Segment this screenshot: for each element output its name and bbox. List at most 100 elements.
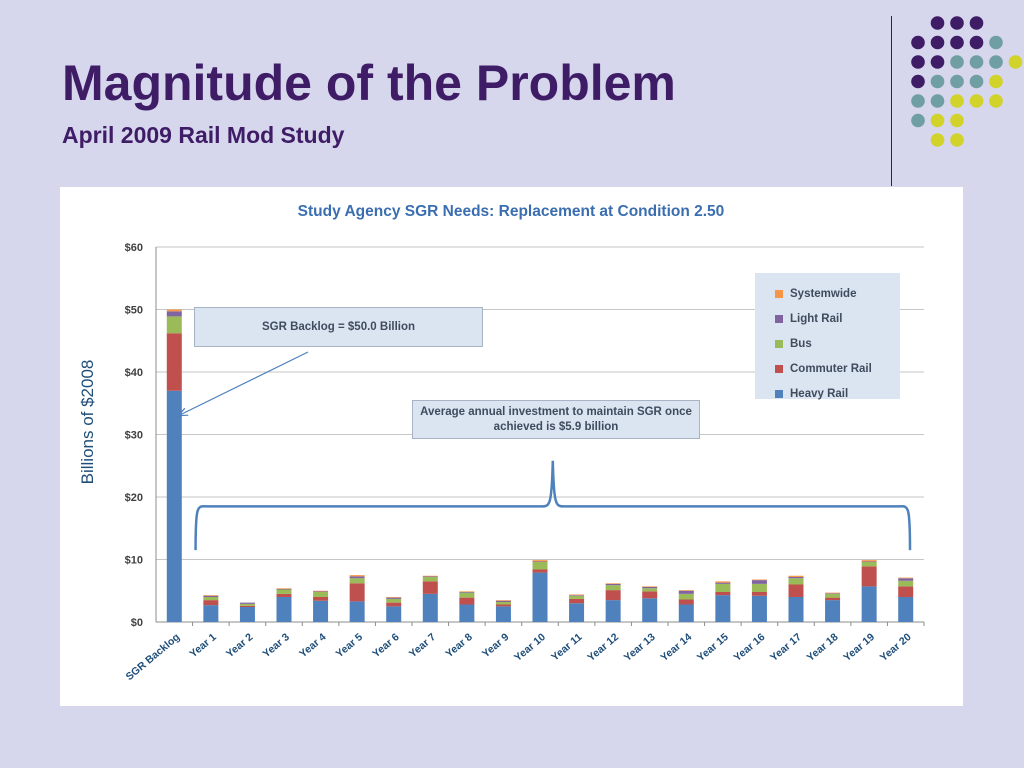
bar-segment [313,597,329,601]
bar-segment [861,562,877,567]
bar-segment [678,590,694,591]
decorative-dot [930,74,945,89]
bar-segment [751,579,767,581]
bar-segment [313,592,329,597]
bar-segment [605,583,621,584]
bar-segment [495,600,511,601]
bar-segment [898,580,914,587]
legend-swatch [775,339,783,348]
annual-range-brace [194,460,912,551]
decorative-dot [911,35,925,50]
bar-segment [459,591,475,592]
bar-segment [678,593,694,600]
bar-segment [898,586,914,597]
bar-segment [898,597,914,622]
bar-segment [166,390,182,622]
legend-item-light-rail: Light Rail [775,306,900,331]
bar-segment [825,600,841,622]
bar-segment [825,597,841,601]
decorative-dot [1008,55,1023,69]
bar-segment [898,577,914,579]
bar-segment [678,590,694,594]
y-tick-label: $40 [125,367,143,379]
bar-segment [276,589,292,594]
bar-segment [788,577,804,579]
bar-segment [495,602,511,605]
bar-segment [825,593,841,598]
decorative-dot [911,74,925,89]
bar-segment [532,569,548,573]
bar-segment [166,316,182,334]
decorative-dot [989,94,1003,108]
backlog-callout: SGR Backlog = $50.0 Billion [194,307,483,347]
decorative-dot [950,16,964,30]
decorative-dot [911,113,925,128]
y-tick-label: $30 [125,430,143,442]
bar-segment [642,588,658,592]
bar-segment [715,583,731,592]
decorative-dot [950,35,964,50]
legend-label: Systemwide [790,287,857,300]
bar-segment [642,598,658,622]
bar-segment [569,594,585,596]
decorative-dot [969,55,984,69]
x-tick-label: Year 4 [297,631,329,660]
bar-segment [788,597,804,622]
bar-segment [349,578,365,584]
x-tick-label: Year 2 [224,631,256,660]
bar-segment [349,575,365,577]
bar-segment [276,597,292,622]
bar-segment [678,599,694,605]
decorative-dot [911,94,925,108]
legend-item-commuter-rail: Commuter Rail [775,356,900,381]
bar-segment [203,595,219,597]
bar-segment [459,597,475,605]
bar-segment [313,590,329,592]
bar-segment [495,606,511,622]
bar-segment [642,591,658,599]
x-tick-label: Year 16 [731,631,767,664]
bar-segment [386,597,402,598]
bar-segment [203,595,219,596]
decorative-dot [911,55,925,69]
x-tick-label: Year 19 [841,631,877,664]
bar-segment [751,580,767,584]
chart-title: Study Agency SGR Needs: Replacement at C… [298,203,725,220]
bar-segment [276,588,292,589]
average-investment-callout: Average annual investment to maintain SG… [412,400,700,439]
bar-segment [349,576,365,579]
legend-label: Bus [790,337,812,350]
bar-segment [386,602,402,607]
decorative-dot [950,55,964,69]
bar-segment [239,603,255,606]
x-tick-label: Year 5 [334,631,366,660]
legend-label: Commuter Rail [790,362,872,375]
bar-segment [386,606,402,622]
bar-segment [788,584,804,597]
bar-segment [203,600,219,606]
x-tick-label: Year 20 [878,631,914,664]
y-tick-label: $50 [125,305,143,317]
bar-segment [459,592,475,593]
bar-segment [239,602,255,604]
bar-segment [569,595,585,596]
x-tick-label: Year 7 [407,631,439,660]
decorative-dot [969,74,984,89]
bar-segment [313,600,329,622]
legend-swatch [775,364,783,373]
bar-segment [422,577,438,582]
slide-subtitle: April 2009 Rail Mod Study [62,122,345,148]
x-tick-label: Year 8 [443,631,475,660]
x-tick-label: Year 13 [622,631,658,664]
decorative-dot [930,94,945,108]
bar-segment [715,582,731,584]
bar-segment [825,593,841,594]
bar-segment [166,333,182,391]
bar-segment [642,586,658,587]
bar-segment [715,595,731,622]
bar-segment [459,604,475,622]
bar-segment [569,598,585,604]
bar-segment [642,587,658,589]
legend-item-bus: Bus [775,331,900,356]
legend-item-heavy-rail: Heavy Rail [775,381,900,406]
